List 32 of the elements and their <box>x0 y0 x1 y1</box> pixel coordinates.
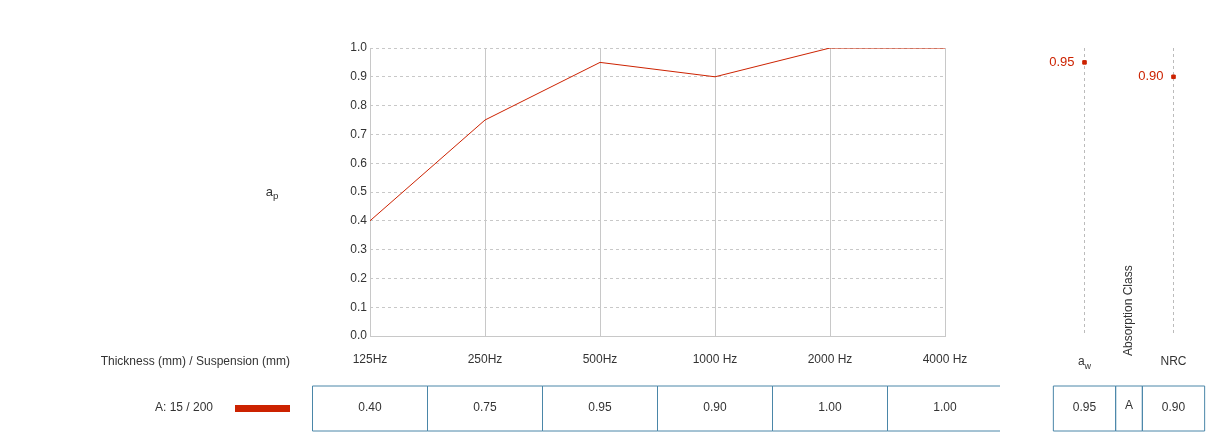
x-tick-label: 125Hz <box>352 351 388 366</box>
x-tick-label: 500Hz <box>582 351 618 366</box>
annotation: Absorption Class <box>1121 265 1136 356</box>
text: A <box>1125 398 1134 413</box>
y-tick-label: 0.2 <box>350 270 368 285</box>
data-label: 0.75 <box>473 400 497 415</box>
data-label: 1.00 <box>933 400 957 415</box>
y-tick-label: 0.4 <box>350 213 368 228</box>
y-tick-label: 1.0 <box>350 40 368 55</box>
y-tick-label: 0.9 <box>350 69 368 84</box>
x-tick-label: NRC <box>1160 354 1187 369</box>
legend-label: A: 15 / 200 <box>154 400 214 415</box>
x-tick-label: 2000 Hz <box>807 351 853 366</box>
y-tick-label: 0.7 <box>350 126 368 141</box>
data-label: 1.00 <box>818 400 842 415</box>
data-label: 0.40 <box>358 400 382 415</box>
y-tick-label: 0.1 <box>350 299 368 314</box>
x-tick-label: 1000 Hz <box>692 351 738 366</box>
y-tick-label: 0.6 <box>350 155 368 170</box>
data-label: 0.95 <box>1072 400 1097 415</box>
y-tick-label: 0.5 <box>350 184 368 199</box>
x-tick-label: 250Hz <box>467 351 503 366</box>
y-tick-label: 0.0 <box>350 328 368 343</box>
data-label: 0.90 <box>1161 400 1186 415</box>
y-tick-label: 0.3 <box>350 241 368 256</box>
text: 0.90 <box>1138 68 1164 84</box>
text: 0.95 <box>1049 53 1075 69</box>
data-label: 0.90 <box>703 400 727 415</box>
data-label: 0.95 <box>588 400 612 415</box>
y-tick-label: 0.8 <box>350 97 368 112</box>
x-axis-title: Thickness (mm) / Suspension (mm) <box>100 354 291 369</box>
x-tick-label: 4000 Hz <box>922 351 968 366</box>
